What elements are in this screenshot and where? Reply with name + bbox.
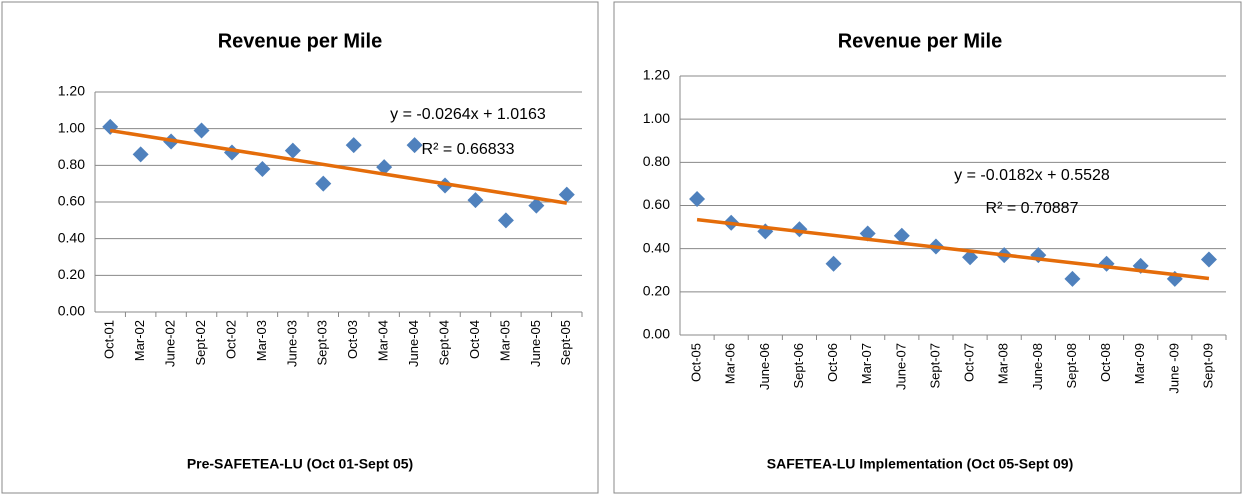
data-point — [825, 255, 842, 272]
data-point — [497, 212, 514, 229]
y-tick-label: 0.00 — [643, 326, 670, 342]
trendline-r2: R² = 0.66833 — [422, 141, 515, 158]
x-tick-label: Mar-05 — [497, 320, 512, 361]
x-tick-label: Oct-08 — [1098, 343, 1113, 382]
trendline — [696, 217, 1210, 281]
x-tick-label: Sept-04 — [436, 320, 451, 366]
x-tick-label: June-02 — [163, 320, 178, 367]
x-tick-label: Sept-02 — [193, 320, 208, 366]
data-point — [467, 192, 484, 209]
data-point — [193, 122, 210, 139]
y-tick-label: 1.00 — [643, 110, 670, 126]
y-tick-label: 1.20 — [643, 67, 670, 83]
x-tick-label: June-05 — [528, 320, 543, 367]
x-axis-label: SAFETEA-LU Implementation (Oct 05-Sept 0… — [767, 456, 1073, 472]
x-tick-label: June -09 — [1166, 343, 1181, 394]
x-tick-label: Sept-03 — [315, 320, 330, 366]
data-point — [345, 137, 362, 154]
x-tick-label: Sept-08 — [1064, 343, 1079, 389]
x-tick-label: Mar-06 — [723, 343, 738, 384]
data-point — [689, 191, 706, 208]
x-tick-label: Sept-07 — [927, 343, 942, 389]
data-point — [962, 249, 979, 266]
x-tick-label: June-08 — [1030, 343, 1045, 390]
y-tick-label: 1.00 — [58, 119, 85, 135]
x-tick-label: Oct-06 — [825, 343, 840, 382]
chart-frame — [1, 1, 599, 494]
y-tick-label: 0.60 — [643, 196, 670, 212]
data-point — [1200, 251, 1217, 268]
data-point — [315, 175, 332, 192]
data-point — [376, 159, 393, 176]
y-tick-label: 1.20 — [58, 83, 85, 99]
data-point — [1064, 270, 1081, 287]
x-tick-label: Mar-07 — [859, 343, 874, 384]
x-tick-label: Mar-09 — [1132, 343, 1147, 384]
y-tick-label: 0.40 — [58, 229, 85, 245]
y-tick-label: 0.80 — [58, 156, 85, 172]
x-tick-label: Oct-01 — [102, 320, 117, 359]
x-axis-label: Pre-SAFETEA-LU (Oct 01-Sept 05) — [187, 456, 413, 472]
trendline-equation: y = -0.0264x + 1.0163 — [390, 106, 546, 123]
y-tick-label: 0.20 — [58, 266, 85, 282]
x-tick-label: Sept-05 — [558, 320, 573, 366]
data-point — [284, 142, 301, 159]
data-point — [132, 146, 149, 163]
x-tick-label: Oct-05 — [689, 343, 704, 382]
x-tick-label: Sept-06 — [791, 343, 806, 389]
x-tick-label: Oct-07 — [962, 343, 977, 382]
x-tick-label: June-07 — [893, 343, 908, 390]
chart-title: Revenue per Mile — [838, 30, 1003, 52]
chart-title: Revenue per Mile — [218, 30, 383, 52]
x-tick-label: Oct-03 — [345, 320, 360, 359]
trendline-equation: y = -0.0182x + 0.5528 — [954, 167, 1110, 184]
x-tick-label: Mar-03 — [254, 320, 269, 361]
trendline-r2: R² = 0.70887 — [986, 200, 1079, 217]
x-tick-label: Oct-04 — [467, 320, 482, 359]
data-point — [528, 197, 545, 214]
x-tick-label: Sept-09 — [1200, 343, 1215, 389]
y-tick-label: 0.20 — [643, 283, 670, 299]
x-tick-label: Mar-02 — [132, 320, 147, 361]
x-tick-label: June-03 — [284, 320, 299, 367]
data-point — [254, 161, 271, 177]
trendline — [109, 128, 568, 205]
x-tick-label: Mar-08 — [996, 343, 1011, 384]
x-tick-label: Oct-02 — [223, 320, 238, 359]
data-point — [558, 186, 575, 203]
x-tick-label: June-06 — [757, 343, 772, 390]
x-tick-label: June-04 — [406, 320, 421, 367]
data-point — [893, 227, 910, 244]
x-tick-label: Mar-04 — [376, 320, 391, 361]
y-tick-label: 0.40 — [643, 239, 670, 255]
data-point — [406, 137, 423, 154]
y-tick-label: 0.60 — [58, 193, 85, 209]
y-tick-label: 0.00 — [58, 303, 85, 319]
y-tick-label: 0.80 — [643, 153, 670, 169]
